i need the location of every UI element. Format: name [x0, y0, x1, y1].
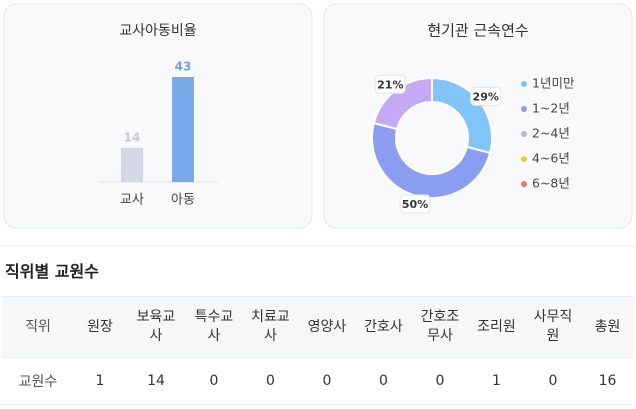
table-cell: 사무직원: [525, 296, 581, 358]
table-cell: 원장: [74, 296, 126, 358]
table-cell: 0: [186, 357, 242, 405]
legend-dot: [521, 181, 527, 187]
bar: [121, 147, 143, 182]
label-box: [399, 194, 431, 214]
table-cell: 영양사: [299, 296, 355, 358]
data-label: 21%: [377, 78, 403, 91]
x-tick-label: 교사: [120, 193, 144, 208]
legend-label: 2~4년: [532, 126, 570, 141]
legend-label: 4~6년: [532, 151, 570, 166]
data-label: 43: [175, 60, 192, 74]
table-cell: 직위: [2, 296, 74, 358]
table-cell: 0: [525, 357, 581, 405]
bar: [172, 77, 194, 182]
table-cell: 간호조무사: [412, 296, 468, 358]
chart-title: 현기관 근속연수: [427, 22, 528, 40]
table-cell: 치료교사: [242, 296, 299, 358]
table-cell: 0: [355, 357, 412, 405]
table-cell: 14: [126, 357, 186, 405]
table-cell: 1: [468, 357, 525, 405]
table-cell: 교원수: [2, 357, 74, 405]
legend-dot: [521, 106, 527, 112]
table-row: 직위 원장 보육교사 특수교사 치료교사 영양사 간호사 간호조무사 조리원 사무직원 총원: [2, 296, 634, 358]
x-tick-label: 아동: [171, 193, 195, 208]
charts: 교사아동비율 현기관 근속연수 14 교사 43 아동 29% 1년미만 50% 1~2년 21…: [0, 3, 636, 247]
table-row: 교원수 1 14 0 0 0 0 0 1 0 16: [2, 357, 634, 405]
table-cell: 0: [299, 357, 355, 405]
donut-slice: [372, 76, 433, 131]
label-box: [470, 86, 502, 106]
label-box: [374, 74, 406, 94]
legend-label: 1년미만: [532, 76, 575, 91]
table-cell: 특수교사: [186, 296, 242, 358]
data-label: 14: [124, 130, 141, 144]
table-cell: 간호사: [355, 296, 412, 358]
table: 직위 원장 보육교사 특수교사 치료교사 영양사 간호사 간호조무사 조리원 사무직원 총원 교원수 1…: [2, 296, 634, 405]
chart-title: 교사아동비율: [119, 23, 196, 39]
data-label: 29%: [473, 90, 499, 103]
table-cell: 1: [74, 357, 126, 405]
table-cell: 16: [581, 357, 634, 405]
table-cell: 총원: [581, 296, 634, 358]
table-cell: 0: [412, 357, 468, 405]
legend-dot: [521, 156, 527, 162]
table-cell: 보육교사: [126, 296, 186, 358]
data-label: 50%: [402, 198, 428, 211]
table-cell: 조리원: [468, 296, 525, 358]
legend-dot: [521, 81, 527, 87]
legend-label: 1~2년: [532, 101, 570, 116]
donut-slice: [371, 121, 492, 200]
card: [3, 3, 313, 229]
section-title: 직위별 교원수: [5, 262, 99, 281]
table-cell: 0: [242, 357, 299, 405]
legend-label: 6~8년: [532, 176, 570, 191]
legend-dot: [521, 131, 527, 137]
